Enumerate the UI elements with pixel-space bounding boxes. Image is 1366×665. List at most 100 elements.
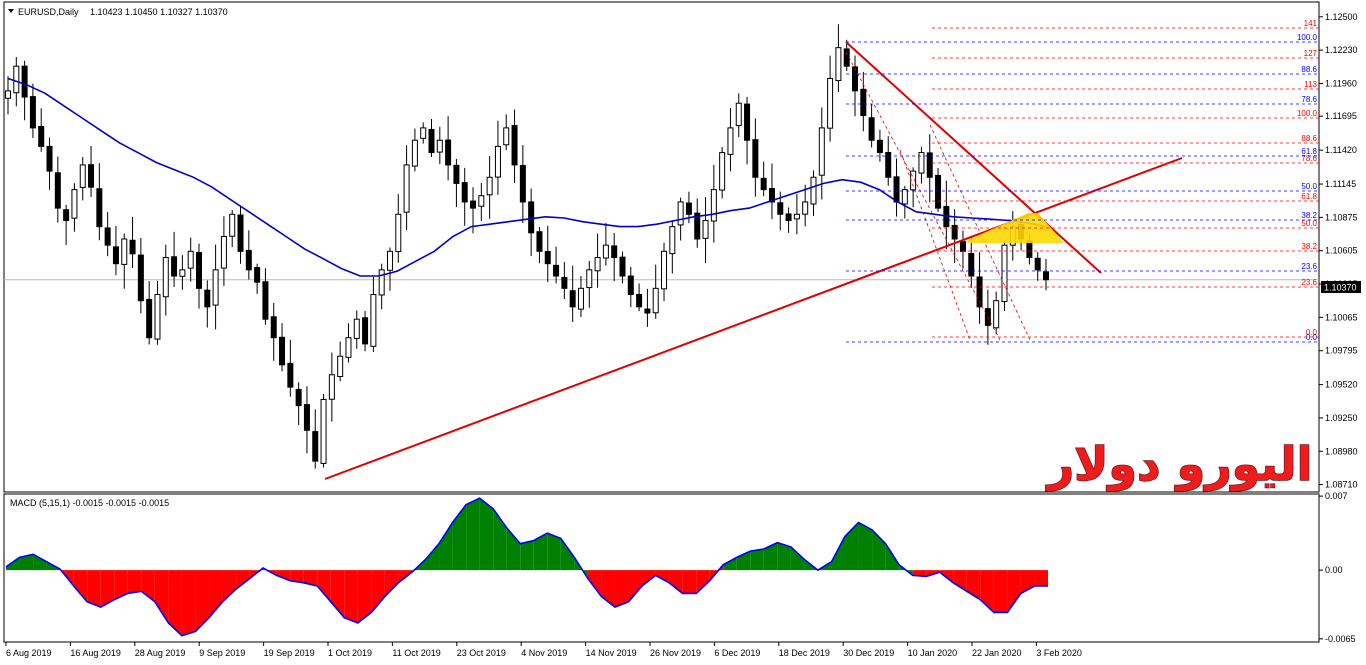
candle-up: [370, 294, 377, 347]
candle-down: [146, 298, 153, 339]
candle-down: [204, 289, 211, 308]
price-pane-frame: [3, 1, 1320, 493]
candle-up: [5, 90, 11, 99]
macd-bar-negative: [290, 570, 304, 583]
macd-bar-negative: [100, 570, 115, 608]
candle-up: [1001, 244, 1008, 303]
date-axis-label: 6 Aug 2019: [6, 648, 52, 658]
candle-down: [511, 125, 518, 166]
macd-bar-positive: [19, 554, 34, 571]
macd-bar-negative: [966, 570, 981, 600]
candle-down: [362, 317, 369, 345]
price-axis-label: 1.09795: [1325, 346, 1358, 356]
date-axis-label: 3 Feb 2020: [1036, 648, 1082, 658]
candle-up: [503, 127, 510, 146]
macd-bar-positive: [736, 551, 751, 571]
price-axis-label: 1.10065: [1325, 312, 1358, 322]
macd-bar-negative: [601, 570, 615, 608]
candle-down: [744, 103, 751, 141]
price-pane[interactable]: 141127113100.088.678.661.850.038.223.60.…: [4, 19, 1319, 480]
candle-up: [652, 287, 659, 314]
macd-bar-negative: [344, 570, 358, 623]
candle-down: [54, 172, 61, 209]
candle-down: [112, 246, 119, 265]
dropdown-triangle-icon[interactable]: [8, 9, 14, 13]
fib-level-label-blue: 61.8: [1301, 147, 1317, 156]
candle-up: [328, 374, 335, 400]
candle-up: [229, 213, 236, 237]
macd-axis-label: 0.00: [1325, 565, 1343, 575]
macd-bar-positive: [479, 498, 494, 571]
macd-axis-label: 0.007: [1325, 491, 1348, 501]
candle-up: [802, 201, 809, 215]
date-axis-label: 22 Jan 2020: [972, 648, 1022, 658]
date-axis-label: 28 Aug 2019: [135, 648, 186, 658]
candle-down: [38, 126, 45, 147]
candle-down: [544, 250, 551, 265]
date-axis-label: 1 Oct 2019: [328, 648, 372, 658]
macd-bar-positive: [547, 533, 561, 571]
candle-up: [793, 213, 800, 220]
macd-axis-label: -0.0065: [1325, 634, 1356, 644]
candle-down: [254, 267, 261, 283]
candle-down: [935, 174, 942, 209]
fib-level-label-red: 23.6: [1301, 278, 1317, 287]
current-price-label: 1.10370: [1324, 283, 1357, 293]
price-axis-label: 1.10875: [1325, 212, 1358, 222]
macd-pane[interactable]: [5, 497, 1048, 637]
candle-down: [785, 213, 792, 221]
candle-down: [536, 231, 543, 252]
macd-bar-positive: [560, 538, 575, 571]
macd-bar-positive: [777, 542, 791, 571]
candle-down: [46, 145, 53, 172]
price-axis-label: 1.11960: [1325, 78, 1357, 88]
macd-bar-negative: [371, 570, 385, 613]
fib-level-label-red: 113: [1304, 80, 1317, 89]
macd-bar-positive: [831, 536, 846, 571]
date-axis-label: 9 Sep 2019: [199, 648, 245, 658]
macd-bar-negative: [953, 570, 967, 592]
macd-bar-negative: [655, 570, 670, 583]
date-axis-label: 4 Nov 2019: [521, 648, 567, 658]
candle-down: [245, 249, 252, 271]
candle-down: [852, 66, 859, 92]
candle-down: [968, 252, 975, 277]
date-axis-label: 10 Jan 2020: [908, 648, 958, 658]
macd-bar-negative: [168, 570, 182, 636]
macd-bar-negative: [357, 570, 372, 623]
macd-bar-negative: [222, 570, 237, 602]
candle-down: [96, 188, 103, 228]
candle-up: [586, 269, 593, 289]
symbol-timeframe: EURUSD,Daily: [18, 7, 79, 17]
candle-down: [760, 177, 767, 191]
fib-level-label-blue: 38.2: [1301, 211, 1317, 220]
macd-bar-positive: [520, 540, 534, 571]
candle-down: [295, 388, 302, 407]
price-axis-label: 1.10605: [1325, 246, 1358, 256]
candle-up: [353, 318, 360, 339]
candle-down: [528, 201, 535, 234]
macd-pane-frame: [3, 493, 1320, 643]
candle-down: [768, 188, 775, 203]
candle-down: [561, 276, 568, 289]
rising-trendline: [324, 157, 1183, 480]
ohlc-values: 1.10423 1.10450 1.10327 1.10370: [90, 7, 228, 17]
candle-up: [669, 226, 676, 255]
macd-bar-negative: [669, 570, 683, 594]
macd-signal-line: [5, 497, 1048, 637]
candle-down: [893, 176, 900, 203]
candle-up: [602, 244, 609, 259]
candle-down: [959, 240, 966, 252]
candle-up: [594, 256, 601, 272]
macd-bar-negative: [236, 570, 250, 590]
fib-level-label-blue: 0.0: [1306, 333, 1318, 342]
price-axis-label: 1.09250: [1325, 413, 1358, 423]
candle-down: [619, 256, 626, 277]
candle-up: [727, 127, 734, 155]
macd-bar-positive: [790, 546, 805, 571]
candle-down: [1043, 271, 1049, 281]
candle-up: [162, 256, 169, 298]
macd-bar-negative: [276, 570, 291, 581]
candle-up: [121, 238, 128, 265]
